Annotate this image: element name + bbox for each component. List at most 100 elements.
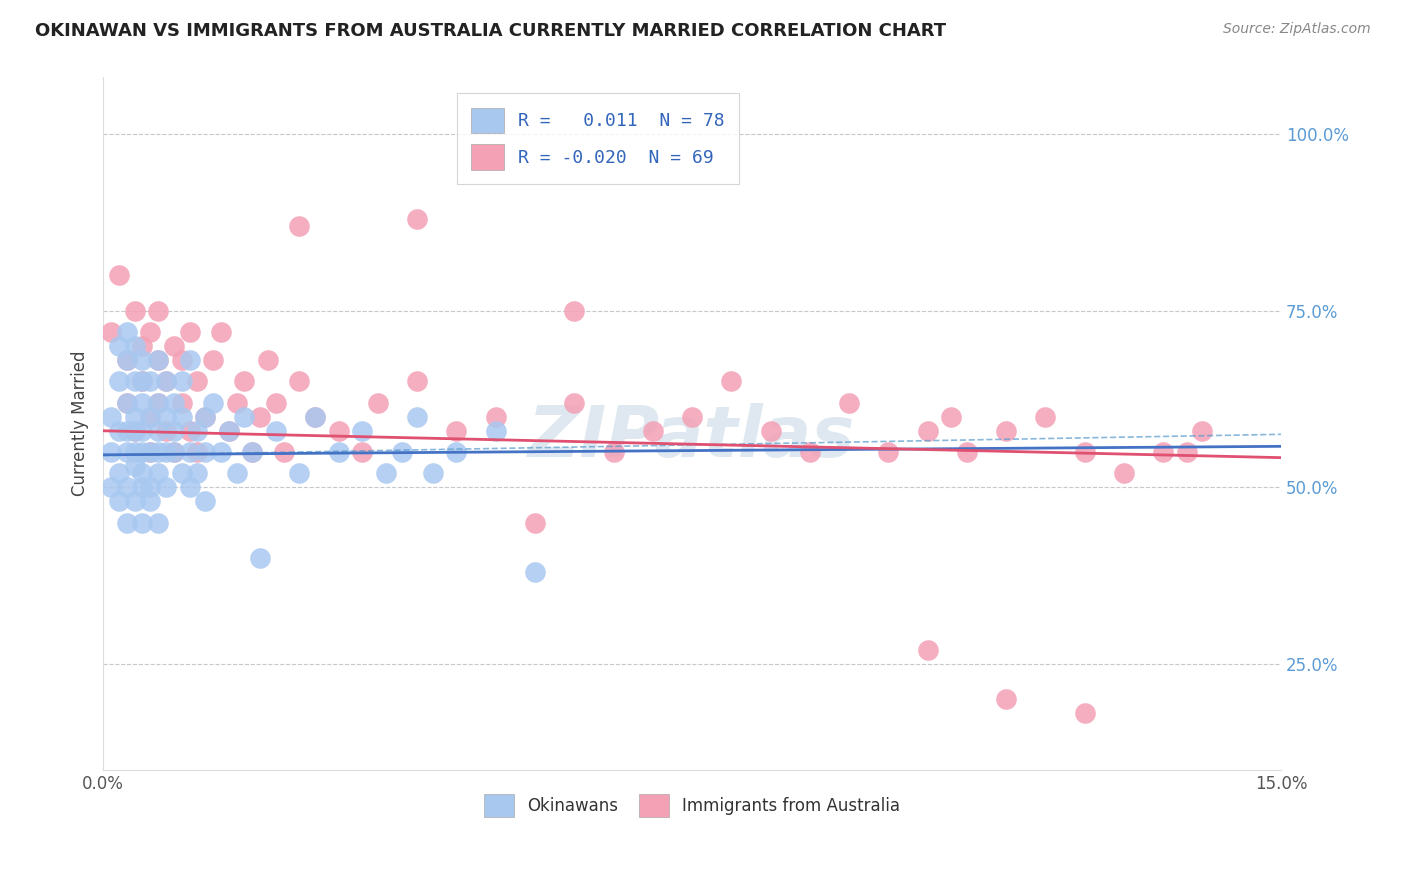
Point (108, 424, 131, 438)
Point (995, 424, 1018, 438)
Point (218, 424, 240, 438)
Point (131, 424, 153, 438)
Point (233, 409, 256, 424)
Point (720, 374, 742, 388)
Point (115, 480, 138, 494)
Point (218, 424, 240, 438)
Point (367, 395, 389, 409)
Point (179, 445, 201, 459)
Point (186, 424, 208, 438)
Point (288, 374, 311, 388)
Point (131, 480, 153, 494)
Point (422, 466, 444, 480)
Point (170, 395, 193, 409)
Point (202, 395, 225, 409)
Point (131, 395, 153, 409)
Point (146, 353, 169, 368)
Point (1191, 424, 1213, 438)
Point (139, 494, 162, 508)
Point (115, 353, 138, 368)
Point (108, 466, 131, 480)
Point (146, 395, 169, 409)
Point (115, 424, 138, 438)
Point (146, 353, 169, 368)
Point (146, 303, 169, 318)
Text: Source: ZipAtlas.com: Source: ZipAtlas.com (1223, 22, 1371, 37)
Point (1152, 445, 1174, 459)
Point (100, 409, 122, 424)
Point (179, 424, 201, 438)
Point (995, 692, 1018, 706)
Point (179, 353, 201, 368)
Point (562, 303, 585, 318)
Point (374, 466, 396, 480)
Point (681, 409, 703, 424)
Point (328, 445, 350, 459)
Point (328, 424, 350, 438)
Point (304, 409, 326, 424)
Point (146, 445, 169, 459)
Point (194, 409, 217, 424)
Point (917, 424, 939, 438)
Legend: Okinawans, Immigrants from Australia: Okinawans, Immigrants from Australia (478, 787, 907, 824)
Point (124, 374, 146, 388)
Point (186, 466, 208, 480)
Point (139, 409, 162, 424)
Point (225, 395, 247, 409)
Point (131, 516, 153, 530)
Point (446, 424, 468, 438)
Point (288, 219, 311, 233)
Point (108, 268, 131, 283)
Point (131, 374, 153, 388)
Point (131, 374, 153, 388)
Point (838, 395, 860, 409)
Point (799, 445, 821, 459)
Point (155, 374, 177, 388)
Point (163, 424, 186, 438)
Point (146, 395, 169, 409)
Point (100, 325, 122, 339)
Point (115, 353, 138, 368)
Point (202, 353, 225, 368)
Point (170, 353, 193, 368)
Text: OKINAWAN VS IMMIGRANTS FROM AUSTRALIA CURRENTLY MARRIED CORRELATION CHART: OKINAWAN VS IMMIGRANTS FROM AUSTRALIA CU… (35, 22, 946, 40)
Point (124, 409, 146, 424)
Point (146, 466, 169, 480)
Point (1073, 445, 1095, 459)
Point (139, 325, 162, 339)
Point (264, 424, 287, 438)
Point (240, 445, 263, 459)
Point (170, 409, 193, 424)
Point (602, 445, 624, 459)
Point (1175, 445, 1198, 459)
Point (139, 374, 162, 388)
Point (139, 480, 162, 494)
Point (131, 466, 153, 480)
Point (446, 445, 468, 459)
Point (524, 516, 547, 530)
Point (108, 339, 131, 353)
Point (941, 409, 963, 424)
Point (273, 445, 295, 459)
Point (194, 445, 217, 459)
Point (124, 303, 146, 318)
Point (115, 395, 138, 409)
Point (124, 424, 146, 438)
Point (352, 445, 374, 459)
Point (115, 325, 138, 339)
Y-axis label: Currently Married: Currently Married (72, 351, 89, 497)
Point (139, 445, 162, 459)
Point (641, 424, 664, 438)
Point (170, 466, 193, 480)
Point (100, 480, 122, 494)
Point (124, 494, 146, 508)
Point (131, 353, 153, 368)
Point (155, 409, 177, 424)
Point (194, 494, 217, 508)
Point (249, 551, 271, 566)
Point (179, 480, 201, 494)
Point (146, 424, 169, 438)
Point (124, 339, 146, 353)
Point (155, 445, 177, 459)
Point (524, 565, 547, 579)
